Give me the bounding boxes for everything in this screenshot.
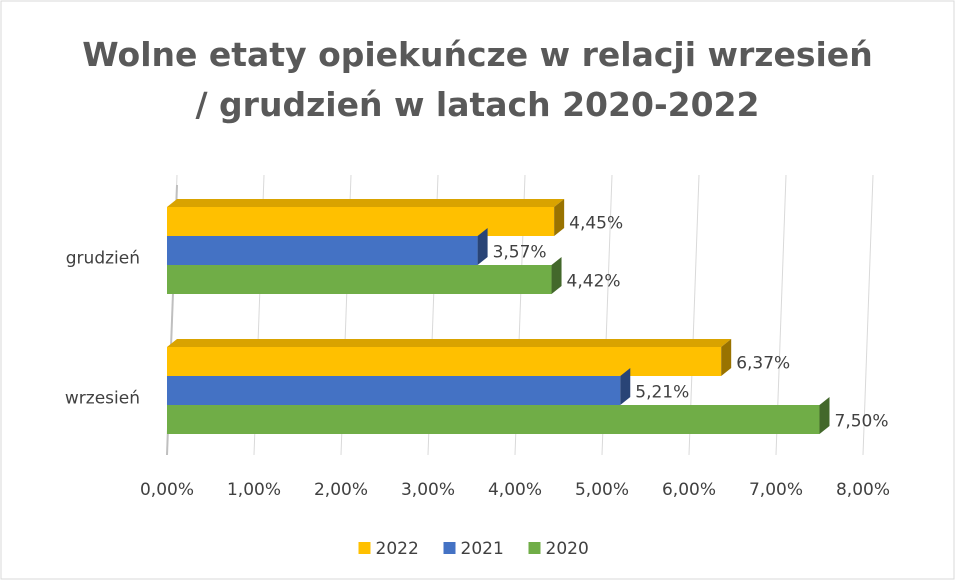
data-label: 4,42% xyxy=(567,272,621,292)
legend-label: 2021 xyxy=(461,539,504,559)
legend-swatch xyxy=(528,542,541,554)
bar xyxy=(167,397,830,434)
bar-front xyxy=(167,376,621,405)
grid-line xyxy=(862,174,874,456)
data-label: 6,37% xyxy=(736,354,790,374)
bar-side xyxy=(554,199,565,236)
x-tick-label: 3,00% xyxy=(401,480,455,500)
bar-side xyxy=(477,228,488,265)
bar xyxy=(167,368,631,405)
data-label: 3,57% xyxy=(493,243,547,263)
bar-top xyxy=(167,339,732,347)
bar xyxy=(167,199,565,236)
x-tick-label: 7,00% xyxy=(749,480,803,500)
chart-title: Wolne etaty opiekuńcze w relacji wrzesie… xyxy=(82,35,873,124)
data-label: 7,50% xyxy=(835,412,889,432)
y-tick-label: wrzesień xyxy=(65,389,140,409)
bar-front xyxy=(167,405,820,434)
legend-swatch xyxy=(358,542,371,554)
bar-front xyxy=(167,347,722,376)
bar xyxy=(167,257,562,294)
bar xyxy=(167,339,732,376)
legend-label: 2022 xyxy=(376,539,419,559)
x-tick-label: 5,00% xyxy=(575,480,629,500)
data-label: 4,45% xyxy=(569,214,623,234)
y-tick-label: grudzień xyxy=(66,249,140,269)
legend-swatch xyxy=(443,542,456,554)
bar-top xyxy=(167,199,565,207)
bar-side xyxy=(620,368,631,405)
bar-front xyxy=(167,236,478,265)
x-tick-label: 1,00% xyxy=(227,480,281,500)
bar-side xyxy=(551,257,562,294)
x-tick-label: 2,00% xyxy=(314,480,368,500)
x-tick-label: 8,00% xyxy=(836,480,890,500)
bar-front xyxy=(167,207,555,236)
bar-front xyxy=(167,265,552,294)
bar-side xyxy=(819,397,830,434)
x-tick-label: 4,00% xyxy=(488,480,542,500)
x-tick-label: 6,00% xyxy=(662,480,716,500)
x-tick-label: 0,00% xyxy=(140,480,194,500)
bar xyxy=(167,228,488,265)
legend-label: 2020 xyxy=(546,539,589,559)
data-label: 5,21% xyxy=(635,383,689,403)
bar-side xyxy=(721,339,732,376)
